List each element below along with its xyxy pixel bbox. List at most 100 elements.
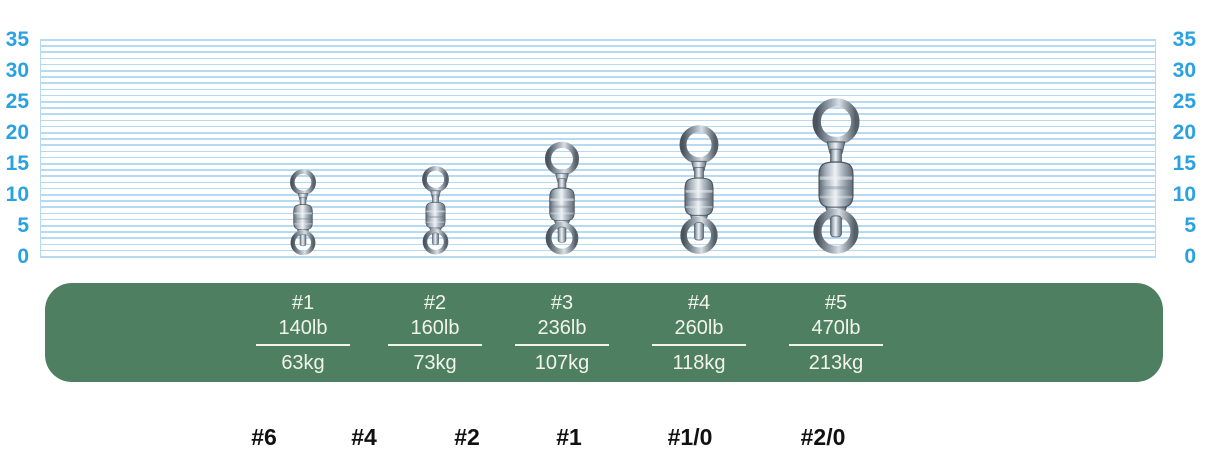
grid-line bbox=[41, 63, 1155, 66]
ring-size-label: #6 bbox=[251, 424, 277, 450]
axis-label-left: 35 bbox=[5, 28, 29, 51]
grid-line bbox=[41, 76, 1155, 78]
swivel-top-ring bbox=[290, 169, 316, 196]
strength-lb: 470lb bbox=[789, 316, 883, 346]
ball-bearing-swivel-icon bbox=[679, 125, 719, 254]
ring-size-label: #2 bbox=[454, 424, 480, 450]
spec-table: #1 140lb 63kg #2 160lb 73kg #3 236lb 107kg #4 260l… bbox=[45, 283, 1163, 382]
grid-line bbox=[41, 150, 1155, 153]
grid-line bbox=[41, 51, 1155, 53]
grid-line bbox=[41, 243, 1155, 246]
axis-label-right: 25 bbox=[1172, 90, 1196, 113]
ring-size-label: #1/0 bbox=[667, 424, 713, 450]
axis-label-right: 0 bbox=[1184, 245, 1196, 268]
strength-kg: 63kg bbox=[281, 352, 325, 374]
ring-size-label: #1 bbox=[556, 424, 582, 450]
swivel-bottom-ring bbox=[813, 208, 859, 254]
grid-line bbox=[41, 212, 1155, 215]
grid-line bbox=[41, 45, 1155, 47]
strength-lb: 236lb bbox=[515, 316, 609, 346]
axis-label-left: 30 bbox=[5, 59, 29, 82]
strength-kg: 73kg bbox=[413, 352, 457, 374]
spec-column: #4 260lb 118kg bbox=[634, 290, 764, 375]
swivel-barrel bbox=[684, 177, 714, 217]
grid-line bbox=[41, 169, 1155, 171]
grid-line bbox=[41, 206, 1155, 208]
swivel-top-ring bbox=[421, 165, 449, 193]
grid-line bbox=[41, 88, 1155, 91]
grid-line bbox=[41, 187, 1155, 190]
grid-line bbox=[41, 39, 1155, 41]
grid-line bbox=[41, 101, 1155, 103]
strength-lb: 260lb bbox=[652, 316, 746, 346]
strength-fraction: 236lb 107kg bbox=[515, 316, 609, 375]
grid-line bbox=[41, 200, 1155, 202]
strength-fraction: 470lb 213kg bbox=[789, 316, 883, 375]
spec-size-label: #4 bbox=[687, 292, 711, 314]
ring-size-label: #4 bbox=[351, 424, 377, 450]
grid-line bbox=[41, 237, 1155, 239]
grid-line bbox=[41, 175, 1155, 177]
ball-bearing-swivel-icon bbox=[290, 169, 316, 256]
grid-line bbox=[41, 249, 1155, 252]
swivel-bottom-ring bbox=[545, 221, 579, 255]
grid-line bbox=[41, 163, 1155, 165]
axis-label-left: 20 bbox=[5, 121, 29, 144]
swivel-top-ring bbox=[544, 141, 580, 176]
swivel-top-ring bbox=[679, 125, 719, 165]
strength-fraction: 160lb 73kg bbox=[388, 316, 482, 375]
strength-fraction: 140lb 63kg bbox=[256, 316, 350, 375]
grid-line bbox=[41, 94, 1155, 97]
ruler-grid bbox=[40, 39, 1156, 258]
spec-column: #1 140lb 63kg bbox=[238, 290, 368, 375]
grid-line bbox=[41, 225, 1155, 227]
spec-size-label: #2 bbox=[423, 292, 447, 314]
ring-size-label: #2/0 bbox=[800, 424, 846, 450]
axis-label-right: 30 bbox=[1172, 59, 1196, 82]
swivel-top-ring bbox=[812, 98, 860, 146]
ball-bearing-swivel-icon bbox=[812, 98, 860, 254]
grid-line bbox=[41, 113, 1155, 115]
grid-line bbox=[41, 82, 1155, 84]
axis-label-left: 5 bbox=[17, 214, 29, 237]
swivel-barrel bbox=[818, 161, 854, 209]
swivel-barrel bbox=[425, 201, 445, 229]
grid-line bbox=[41, 144, 1155, 146]
axis-label-left: 0 bbox=[17, 245, 29, 268]
grid-line bbox=[41, 125, 1155, 128]
strength-lb: 140lb bbox=[256, 316, 350, 346]
axis-label-left: 15 bbox=[5, 152, 29, 175]
spec-size-label: #3 bbox=[550, 292, 574, 314]
swivel-stem bbox=[557, 226, 567, 243]
axis-label-right: 20 bbox=[1172, 121, 1196, 144]
swivel-stem bbox=[299, 234, 307, 247]
strength-kg: 107kg bbox=[534, 352, 590, 374]
ball-bearing-swivel-icon bbox=[544, 141, 580, 255]
swivel-bottom-ring bbox=[290, 230, 316, 256]
axis-label-right: 35 bbox=[1172, 28, 1196, 51]
axis-label-left: 25 bbox=[5, 90, 29, 113]
swivel-barrel bbox=[549, 187, 575, 222]
swivel-bottom-ring bbox=[422, 228, 448, 255]
swivel-barrel bbox=[293, 204, 313, 231]
ball-bearing-swivel-icon bbox=[421, 165, 449, 255]
grid-line bbox=[41, 107, 1155, 109]
spec-size-label: #1 bbox=[291, 292, 315, 314]
grid-line bbox=[41, 218, 1155, 221]
spec-column: #5 470lb 213kg bbox=[771, 290, 901, 375]
grid-line bbox=[41, 231, 1155, 233]
grid-line bbox=[41, 256, 1155, 258]
grid-line bbox=[41, 70, 1155, 72]
swivel-stem bbox=[431, 232, 439, 246]
strength-kg: 213kg bbox=[808, 352, 864, 374]
grid-line bbox=[41, 156, 1155, 159]
grid-line bbox=[41, 119, 1155, 122]
grid-line bbox=[41, 132, 1155, 134]
spec-column: #2 160lb 73kg bbox=[370, 290, 500, 375]
grid-line bbox=[41, 194, 1155, 196]
swivel-stem bbox=[830, 215, 842, 238]
strength-fraction: 260lb 118kg bbox=[652, 316, 746, 375]
strength-lb: 160lb bbox=[388, 316, 482, 346]
grid-line bbox=[41, 57, 1155, 60]
